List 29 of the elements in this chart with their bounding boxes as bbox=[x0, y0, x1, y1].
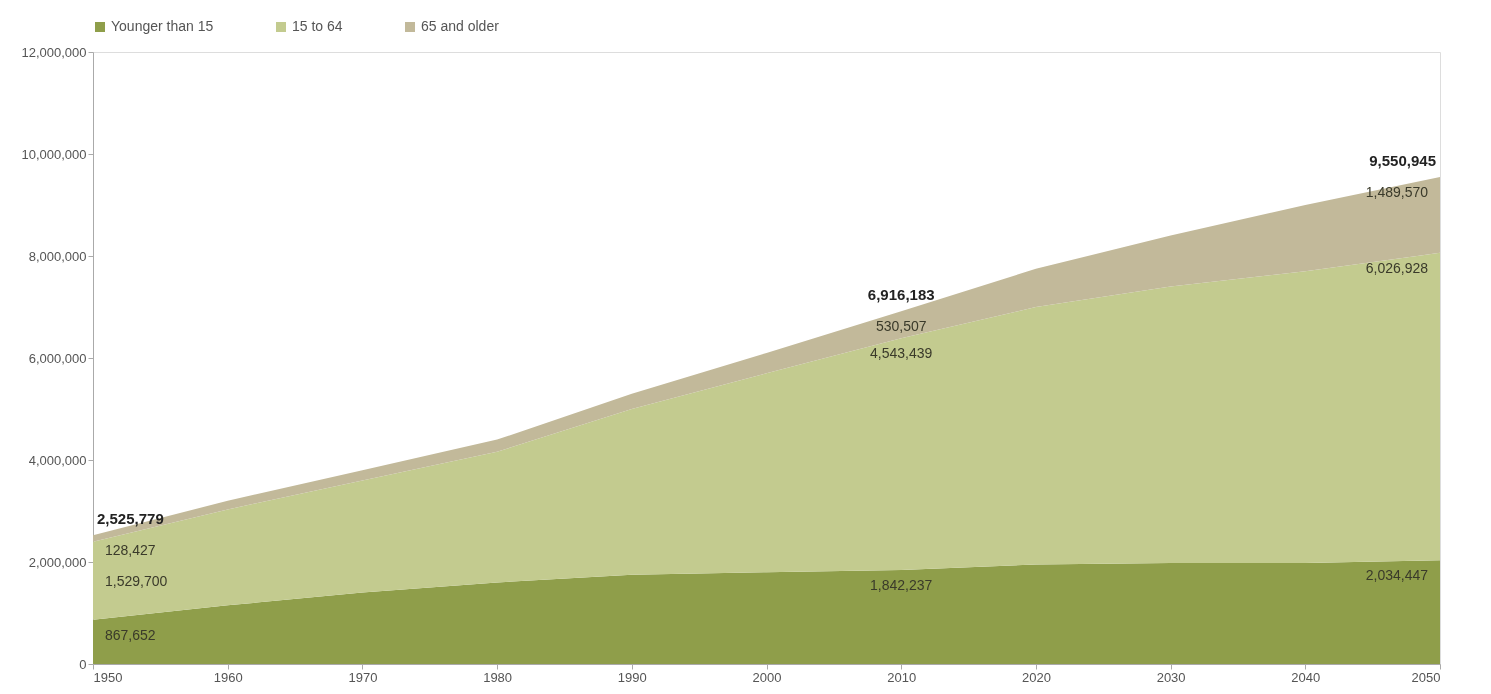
data-label: 530,507 bbox=[875, 318, 927, 335]
data-label: 4,543,439 bbox=[870, 345, 933, 362]
y-tick-label: 10,000,000 bbox=[21, 146, 87, 162]
y-tick-label: 0 bbox=[79, 656, 87, 672]
y-tick-label: 2,000,000 bbox=[28, 554, 87, 570]
y-tick-label: 8,000,000 bbox=[28, 248, 87, 264]
x-tick-label: 2050 bbox=[1411, 669, 1441, 685]
legend-label: 65 and older bbox=[421, 18, 500, 34]
x-tick-label: 2040 bbox=[1291, 669, 1321, 685]
legend-label: 15 to 64 bbox=[292, 18, 343, 34]
x-tick-label: 1990 bbox=[617, 669, 647, 685]
data-label: 1,489,570 bbox=[1365, 183, 1429, 200]
x-tick-label: 2010 bbox=[887, 669, 917, 685]
data-label: 128,427 bbox=[105, 542, 156, 559]
legend-label: Younger than 15 bbox=[111, 18, 214, 34]
total-label: 6,916,183 bbox=[867, 286, 935, 304]
x-tick-label: 2020 bbox=[1021, 669, 1051, 685]
data-label: 6,026,928 bbox=[1365, 259, 1429, 276]
y-tick-label: 6,000,000 bbox=[28, 350, 87, 366]
x-tick-label: 2030 bbox=[1156, 669, 1186, 685]
total-label: 9,550,945 bbox=[1369, 151, 1436, 169]
y-tick-label: 4,000,000 bbox=[28, 452, 87, 468]
x-tick-label: 1970 bbox=[348, 669, 378, 685]
x-tick-label: 1950 bbox=[93, 669, 123, 685]
total-label: 2,525,779 bbox=[97, 510, 164, 528]
x-tick-label: 2000 bbox=[752, 669, 782, 685]
x-tick-label: 1980 bbox=[483, 669, 513, 685]
y-tick-label: 12,000,000 bbox=[21, 44, 87, 60]
x-tick-label: 1960 bbox=[213, 669, 243, 685]
